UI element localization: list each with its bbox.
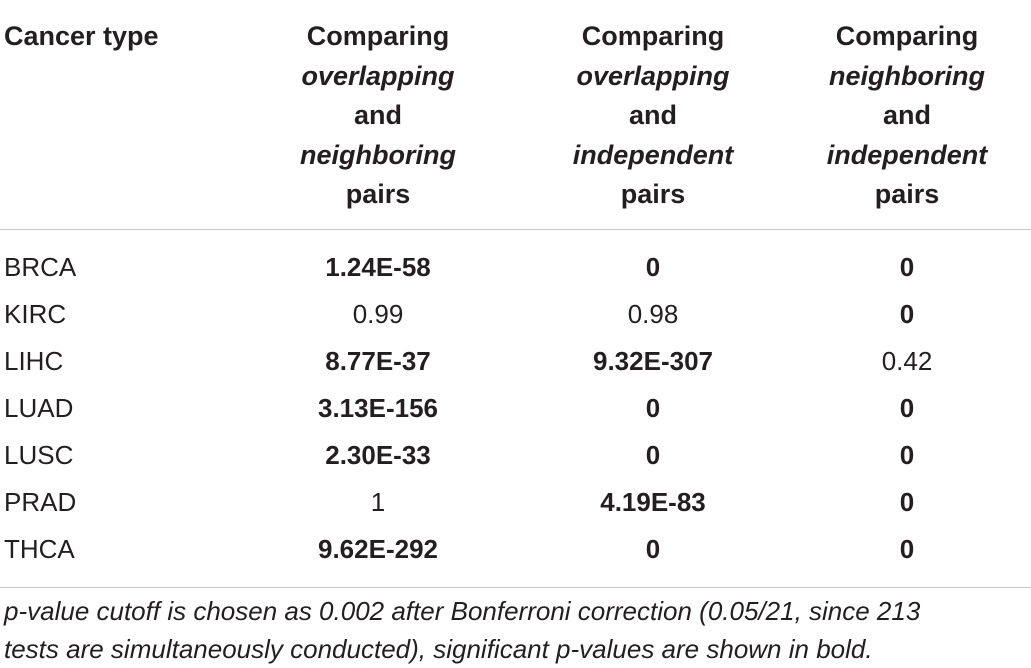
results-table: Cancer type Comparing overlapping and neighb…	[0, 0, 1031, 588]
column-header-line: and	[353, 100, 402, 130]
p-value-cell: 0.42	[881, 345, 933, 376]
p-value-cell: 0	[783, 525, 1031, 588]
p-value-cell: 0	[523, 525, 783, 588]
p-value-cell: 4.19E-83	[600, 486, 706, 517]
column-header-line: neighboring	[300, 139, 456, 170]
column-header-line: overlapping	[301, 60, 455, 91]
p-value-cell: 2.30E-33	[325, 439, 431, 470]
p-value-cell: 0	[899, 392, 915, 423]
table-row: LUSC 2.30E-33 0 0	[0, 432, 1031, 479]
table-body: BRCA 1.24E-58 0 0 KIRC 0.99 0.98 0 LIHC 8.77E-37 9…	[0, 229, 1031, 588]
column-header-line: independent	[572, 139, 734, 170]
p-value-cell: 0	[899, 486, 915, 517]
table-row: KIRC 0.99 0.98 0	[0, 291, 1031, 338]
p-value-cell: 0	[645, 439, 661, 470]
table-row: THCA 9.62E-292 0 0	[0, 525, 1031, 588]
p-value-cell: 1.24E-58	[325, 251, 431, 282]
column-header-line: and	[882, 100, 931, 130]
p-value-cell: 8.77E-37	[325, 345, 431, 376]
column-header-line: Comparing	[581, 21, 725, 51]
table-header: Cancer type Comparing overlapping and neighb…	[0, 0, 1031, 230]
column-header-line: Comparing	[306, 21, 450, 51]
column-header-line: Cancer type	[4, 21, 159, 51]
p-value-cell: 0	[645, 251, 661, 282]
footnote-line-2: tests are simultaneously conducted), sig…	[4, 634, 873, 664]
table-row: PRAD 1 4.19E-83 0	[0, 479, 1031, 526]
cancer-type-cell: LUSC	[4, 439, 74, 470]
column-header-line: and	[628, 100, 677, 130]
column-header-2: Comparing overlapping and independent pairs	[523, 0, 783, 230]
header-row: Cancer type Comparing overlapping and neighb…	[0, 0, 1031, 230]
p-value-cell: 0	[645, 392, 661, 423]
cancer-type-cell: LIHC	[4, 345, 64, 376]
footnote-line-1: p-value cutoff is chosen as 0.002 after …	[4, 596, 921, 626]
p-value-cell: 0	[899, 439, 915, 470]
column-header-line: pairs	[620, 179, 686, 209]
column-header-3: Comparing neighboring and independent pairs	[783, 0, 1031, 230]
column-header-line: overlapping	[576, 60, 730, 91]
column-header-line: neighboring	[829, 60, 985, 91]
p-value-cell: 1	[370, 486, 386, 517]
table-row: LIHC 8.77E-37 9.32E-307 0.42	[0, 338, 1031, 385]
p-value-cell: 0	[899, 298, 915, 329]
p-value-cell: 0	[899, 251, 915, 282]
cancer-type-cell: PRAD	[4, 486, 77, 517]
column-header-line: independent	[826, 139, 988, 170]
table-row: BRCA 1.24E-58 0 0	[0, 229, 1031, 291]
column-header-0: Cancer type	[0, 0, 233, 230]
table-row: LUAD 3.13E-156 0 0	[0, 385, 1031, 432]
column-header-line: Comparing	[835, 21, 979, 51]
table-footnote: p-value cutoff is chosen as 0.002 after …	[4, 592, 1028, 668]
p-value-cell: 0.99	[352, 298, 404, 329]
column-header-line: pairs	[874, 179, 940, 209]
p-value-cell: 9.62E-292	[233, 525, 523, 588]
column-header-line: pairs	[345, 179, 411, 209]
column-header-1: Comparing overlapping and neighboring pairs	[233, 0, 523, 230]
p-value-cell: 0.98	[627, 298, 679, 329]
cancer-type-cell: BRCA	[4, 251, 77, 282]
cancer-type-cell: LUAD	[4, 392, 74, 423]
cancer-type-cell: KIRC	[4, 298, 67, 329]
p-value-cell: 9.32E-307	[593, 345, 713, 376]
p-value-cell: 3.13E-156	[318, 392, 438, 423]
cancer-type-cell: THCA	[0, 525, 233, 588]
